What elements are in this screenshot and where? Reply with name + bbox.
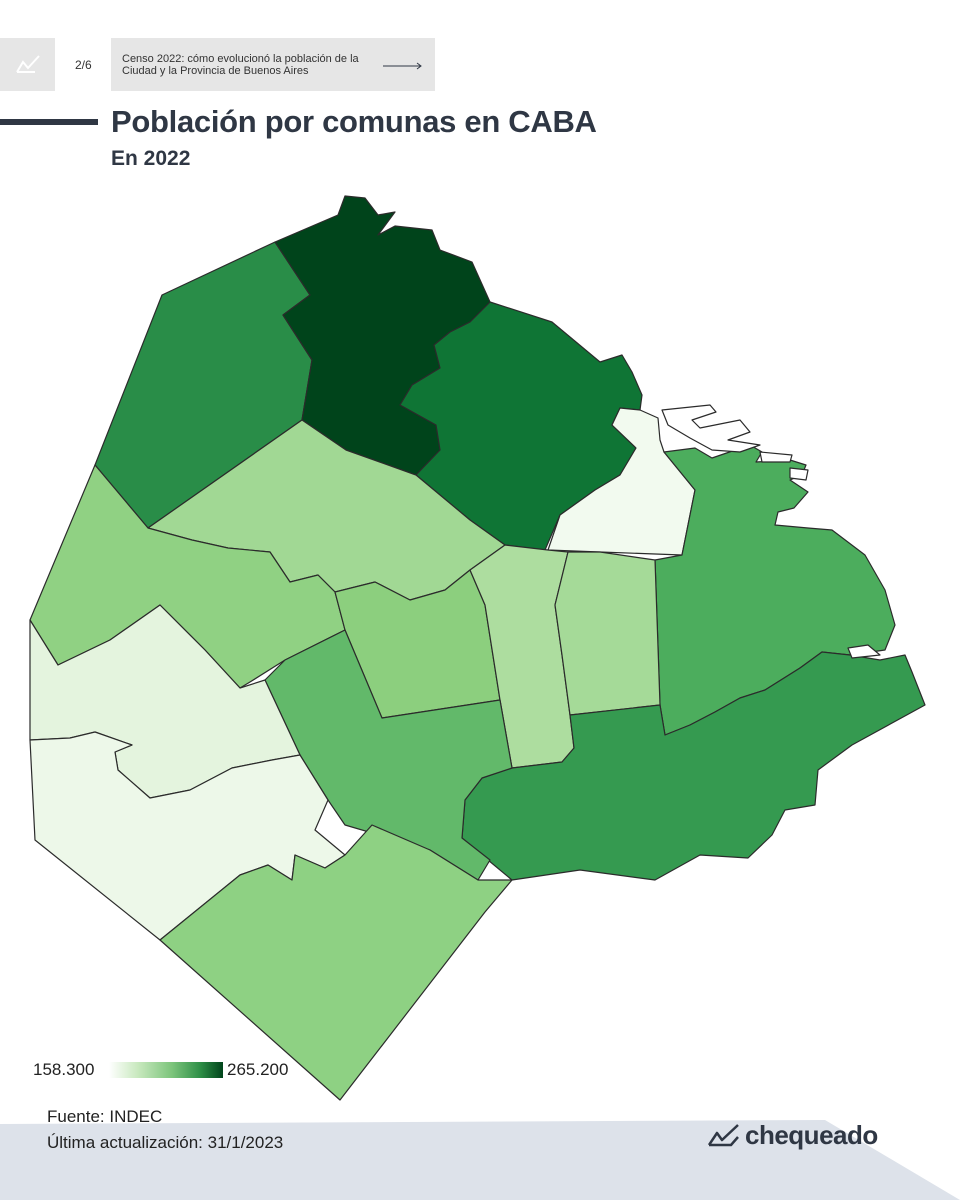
comuna-region (461, 651, 926, 881)
legend-max-label: 265.200 (227, 1060, 289, 1079)
last-updated: Última actualización: 31/1/2023 (47, 1133, 284, 1152)
page-title: Población por comunas en CABA (111, 104, 597, 139)
arrow-right-icon (383, 62, 422, 70)
brand-name: chequeado (745, 1120, 878, 1150)
comuna-region (264, 629, 513, 881)
legend-min-label: 158.300 (33, 1060, 95, 1079)
port-docks (789, 467, 809, 481)
header-logo (0, 38, 55, 91)
source-note: Fuente: INDEC (47, 1107, 163, 1126)
port-docks (847, 644, 881, 659)
port-docks (759, 451, 793, 463)
comuna-region (554, 551, 661, 716)
title-rule (0, 119, 98, 125)
page-subtitle: En 2022 (111, 147, 191, 170)
legend-gradient-bar (109, 1062, 223, 1078)
brand-logo[interactable]: chequeado (707, 1120, 878, 1151)
series-link[interactable]: Censo 2022: cómo evolucionó la población… (111, 38, 435, 91)
chequeado-check-icon (707, 1123, 739, 1146)
caba-comunas-map (29, 195, 926, 1101)
port-docks (661, 404, 761, 453)
footer-band (0, 1120, 960, 1200)
chequeado-mark-icon (15, 54, 40, 73)
series-title: Censo 2022: cómo evolucionó la población… (122, 53, 359, 77)
comuna-region (159, 824, 513, 1101)
comuna-region (399, 301, 643, 551)
page-counter: 2/6 (75, 58, 92, 72)
